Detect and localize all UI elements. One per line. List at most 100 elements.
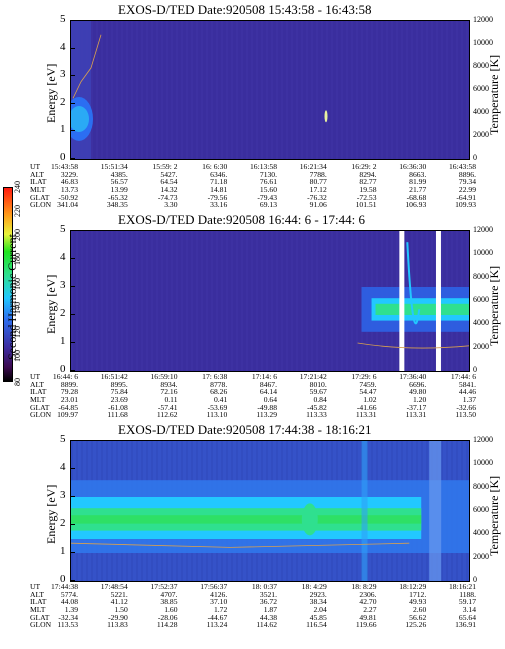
orbit-value: 46.83 bbox=[60, 177, 78, 187]
orbit-value: 23.01 bbox=[60, 395, 78, 405]
heatmap-stripe bbox=[111, 21, 113, 159]
orbit-value: 17:52:37 bbox=[150, 582, 178, 591]
orbit-value: -61.08 bbox=[108, 402, 128, 412]
orbit-value: -45.82 bbox=[307, 402, 327, 412]
orbit-value: 8467. bbox=[259, 379, 277, 389]
orbit-value: 106.93 bbox=[405, 200, 427, 210]
panel-title: EXOS-D/TED Date:920508 17:44:38 - 18:16:… bbox=[118, 422, 372, 437]
orbit-value: 3.30 bbox=[164, 200, 178, 210]
orbit-value: 113.53 bbox=[57, 620, 78, 630]
heatmap-background bbox=[71, 21, 469, 159]
temperature-tick-label: 4000 bbox=[473, 318, 489, 328]
colorbar-tick-label: 220 bbox=[13, 205, 22, 218]
heatmap-stripe bbox=[261, 231, 263, 371]
orbit-value: 1.72 bbox=[213, 605, 228, 615]
temperature-axis-label: Temperature [K] bbox=[487, 265, 501, 346]
heatmap-stripe bbox=[316, 231, 318, 371]
heatmap-stripe bbox=[221, 231, 223, 371]
orbit-row-label: GLAT bbox=[30, 612, 50, 622]
orbit-value: 56.62 bbox=[409, 612, 427, 622]
spectrogram-plot bbox=[70, 230, 470, 372]
heatmap-stripe bbox=[136, 231, 138, 371]
temperature-tick-label: 0 bbox=[473, 153, 477, 162]
heatmap-stripe bbox=[341, 21, 343, 159]
energy-tick-label: 4 bbox=[60, 461, 66, 473]
orbit-value: 17: 6:38 bbox=[202, 372, 228, 381]
orbit-value: 0.41 bbox=[213, 395, 228, 405]
temperature-tick-label: 10000 bbox=[473, 248, 493, 258]
heatmap-stripe bbox=[451, 21, 453, 159]
orbit-value: 4385. bbox=[110, 169, 128, 179]
heatmap-stripe bbox=[316, 21, 318, 159]
heatmap-stripe bbox=[321, 231, 323, 371]
heatmap-stripe bbox=[191, 21, 193, 159]
heatmap-stripe bbox=[271, 21, 273, 159]
orbit-value: -28.06 bbox=[157, 612, 178, 622]
orbit-value: 114.62 bbox=[256, 620, 277, 630]
orbit-value: -57.41 bbox=[157, 402, 178, 412]
heatmap-stripe bbox=[271, 231, 273, 371]
temperature-tick-label: 6000 bbox=[473, 295, 489, 304]
orbit-value: 16:21:34 bbox=[299, 162, 327, 171]
temperature-tick-label: 8000 bbox=[473, 481, 489, 491]
data-gap bbox=[399, 231, 405, 371]
heatmap-stripe bbox=[201, 231, 203, 371]
heatmap-stripe bbox=[186, 21, 188, 159]
orbit-value: 21.77 bbox=[409, 185, 427, 195]
orbit-value: 59.17 bbox=[458, 597, 476, 607]
orbit-value: 17:56:37 bbox=[200, 582, 228, 591]
orbit-value: 1.39 bbox=[64, 605, 78, 615]
orbit-value: -79.43 bbox=[257, 192, 277, 202]
orbit-value: 8663. bbox=[409, 169, 427, 179]
energy-tick-label: 0 bbox=[60, 151, 66, 163]
heatmap-feature bbox=[406, 242, 421, 325]
heatmap-stripe bbox=[101, 231, 103, 371]
heatmap-stripe bbox=[406, 21, 408, 159]
energy-tick-mark bbox=[70, 286, 75, 287]
heatmap-stripe bbox=[421, 21, 423, 159]
orbit-value: 113.24 bbox=[206, 620, 228, 630]
heatmap-stripe bbox=[446, 21, 448, 159]
orbit-value: -68.68 bbox=[406, 192, 427, 202]
heatmap-stripe bbox=[301, 21, 303, 159]
energy-tick-label: 1 bbox=[60, 335, 66, 347]
heatmap-stripe bbox=[426, 21, 428, 159]
panel-title: EXOS-D/TED Date:920508 16:44: 6 - 17:44:… bbox=[118, 212, 365, 227]
orbit-value: 44.08 bbox=[60, 597, 78, 607]
heatmap-stripe bbox=[276, 231, 278, 371]
heatmap-stripe bbox=[196, 21, 198, 159]
orbit-value: 17:36:40 bbox=[399, 372, 427, 381]
orbit-row: MLT 23.01 23.69 0.11 0.41 0.64 0.84 1.02 1.20 1.3… bbox=[30, 396, 505, 404]
heatmap-stripe bbox=[211, 231, 213, 371]
temperature-axis-label: Temperature [K] bbox=[487, 475, 501, 556]
orbit-row-label: ALT bbox=[30, 169, 45, 179]
orbit-value: -37.17 bbox=[406, 402, 427, 412]
heatmap-stripe bbox=[331, 21, 333, 159]
energy-tick-mark bbox=[70, 468, 75, 469]
energy-axis-label: Energy [eV] bbox=[44, 274, 58, 334]
orbit-value: 5427. bbox=[160, 169, 178, 179]
orbit-value: 113.50 bbox=[455, 410, 476, 420]
heatmap-stripe bbox=[351, 231, 353, 371]
orbit-value: 44.38 bbox=[259, 612, 277, 622]
heatmap-stripe bbox=[261, 21, 263, 159]
orbit-value: -32.34 bbox=[58, 612, 78, 622]
temperature-tick-label: 2000 bbox=[473, 130, 489, 139]
heatmap-stripe bbox=[311, 21, 313, 159]
orbit-value: 17.12 bbox=[309, 185, 327, 195]
orbit-value: 2.60 bbox=[412, 605, 427, 615]
orbit-value: 91.06 bbox=[309, 200, 327, 210]
heatmap-stripe bbox=[466, 21, 468, 159]
heatmap-stripe bbox=[106, 231, 108, 371]
heatmap-stripe bbox=[176, 231, 178, 371]
spectrogram-plot bbox=[70, 20, 470, 160]
heatmap-stripe bbox=[241, 21, 243, 159]
heatmap-stripe bbox=[441, 21, 443, 159]
temperature-trace bbox=[72, 34, 102, 99]
orbit-row-label: ILAT bbox=[30, 387, 47, 397]
heatmap-stripe bbox=[211, 21, 213, 159]
orbit-value: 5774. bbox=[60, 589, 78, 599]
heatmap-stripe bbox=[411, 21, 413, 159]
orbit-value: 82.77 bbox=[359, 177, 377, 187]
orbit-value: 3229. bbox=[60, 169, 78, 179]
